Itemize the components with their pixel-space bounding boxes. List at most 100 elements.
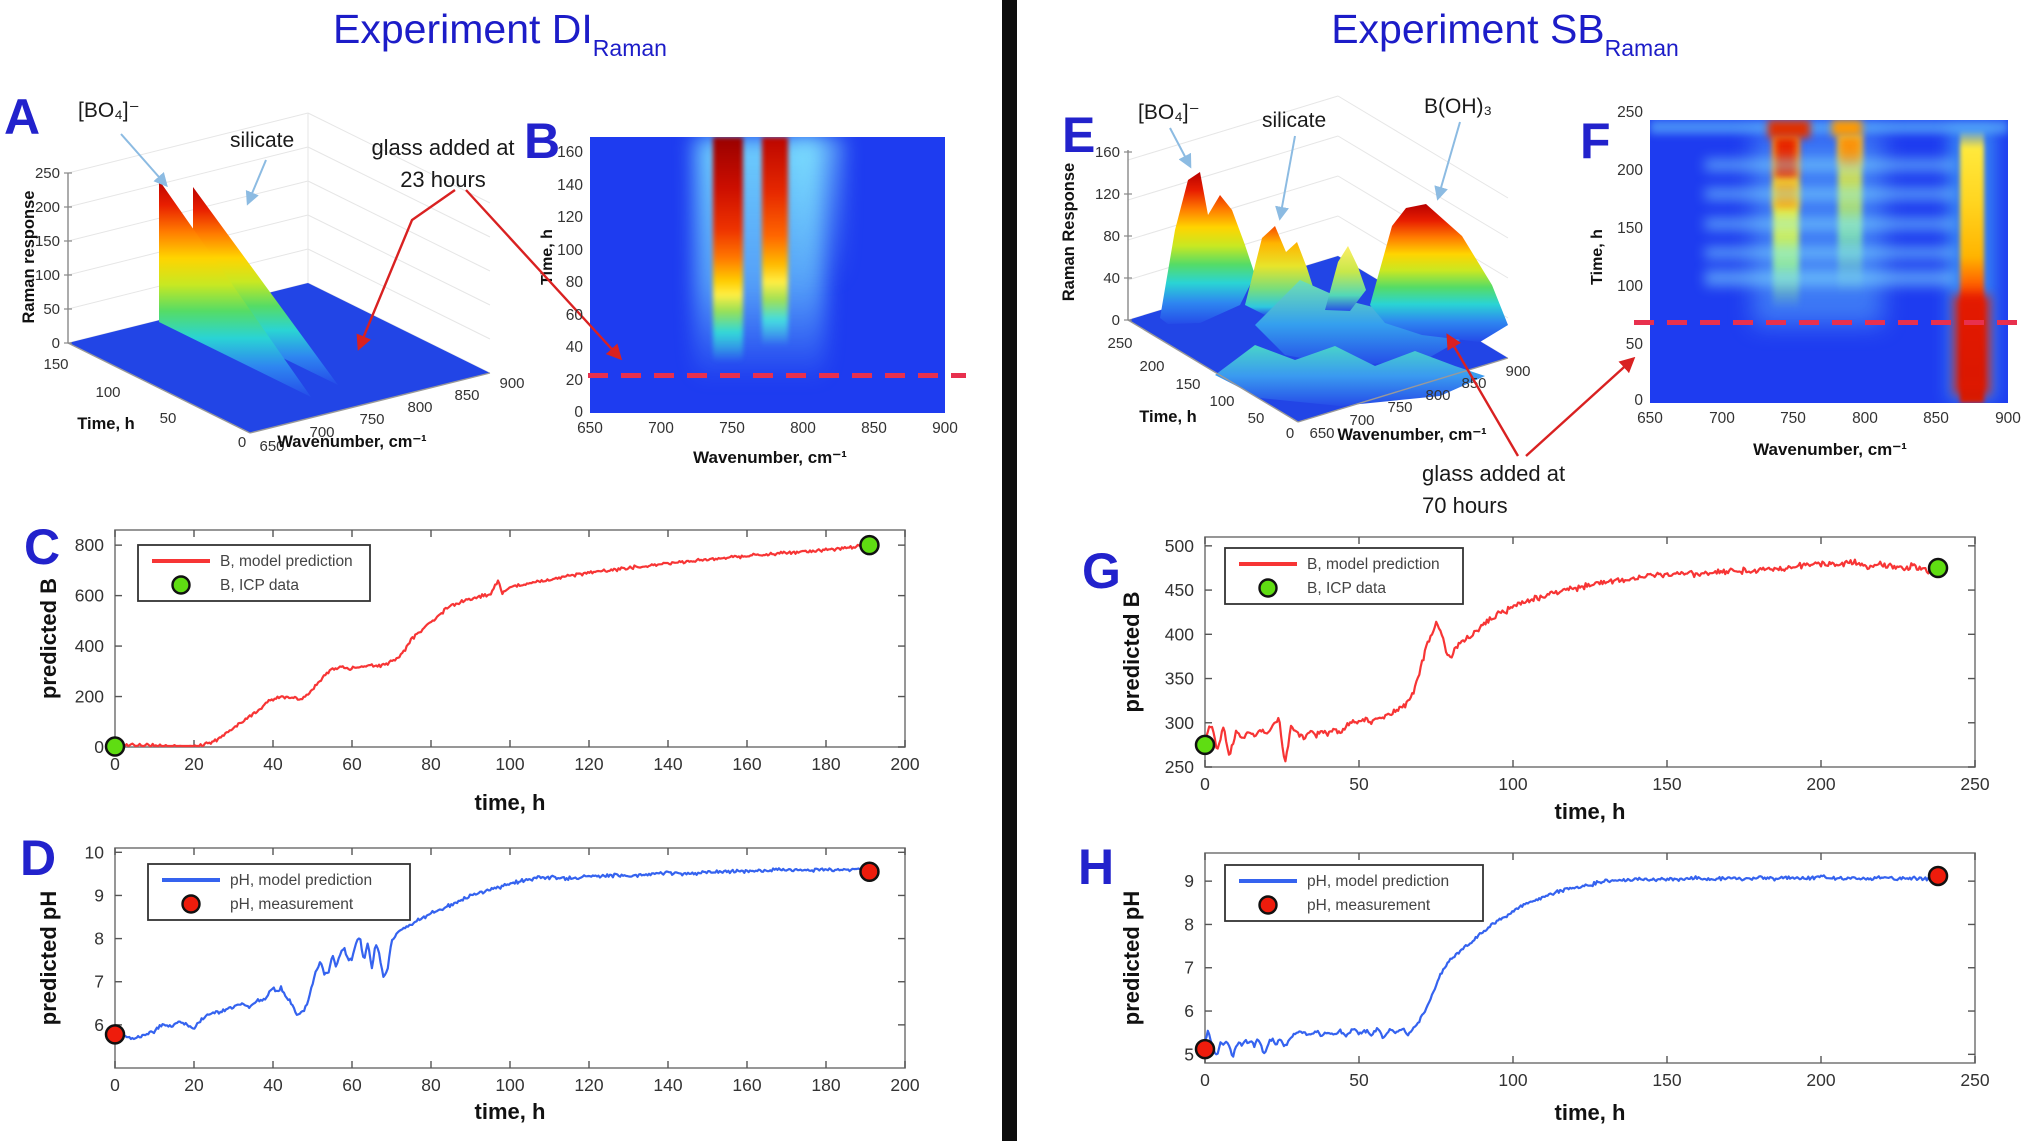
- x-tick-label: 100: [495, 754, 524, 774]
- wall-grid-line: [67, 146, 309, 208]
- x-tick-label: 100: [1498, 774, 1527, 794]
- measurement-marker: [1194, 734, 1216, 756]
- model-prediction-line: [1204, 558, 1939, 763]
- y-tick-label: 600: [75, 586, 104, 606]
- wavenumber-tick-label: 650: [1309, 425, 1334, 442]
- x-tick-label: 250: [1960, 1070, 1989, 1090]
- panel-G-line-chart: 0 50 100 150 200 250 250 300 350 400 450 500 time, h…: [1075, 520, 2024, 830]
- legend-label-model: pH, model prediction: [230, 872, 372, 889]
- time-axis-line: [1127, 319, 1299, 423]
- measurement-marker: [859, 861, 880, 882]
- panel-B-heatmap: [590, 137, 945, 413]
- x-tick-label: 60: [342, 1075, 362, 1095]
- silicate-arrow: [1275, 135, 1296, 221]
- panel-B-y-tick-label: 120: [557, 209, 583, 226]
- y-tick-label: 8: [94, 929, 104, 949]
- x-tick-label: 20: [184, 754, 204, 774]
- x-tick-label: 140: [653, 1075, 682, 1095]
- boh3-ridge: [1370, 204, 1508, 342]
- bo4-arrow: [120, 133, 168, 188]
- cyan-time-band: [1705, 218, 1955, 230]
- y-tick-label: 7: [94, 972, 104, 992]
- time-tick-label: 100: [1209, 393, 1234, 410]
- x-tick-label: 80: [421, 1075, 441, 1095]
- panel-B-x-tick-label: 750: [719, 420, 745, 437]
- z-tick-label: 40: [1103, 270, 1120, 287]
- y-axis-label: predicted pH: [1119, 891, 1144, 1025]
- time-tick-label: 50: [1248, 410, 1265, 427]
- measurement-marker: [859, 534, 880, 556]
- cyan-time-band: [1705, 270, 1955, 286]
- time-tick-label: 0: [1286, 425, 1294, 442]
- x-tick-label: 40: [263, 1075, 283, 1095]
- legend-label-data: pH, measurement: [1307, 897, 1431, 914]
- boh3-red-core: [1954, 295, 1990, 395]
- panel-F-wavenumber-axis-label: Wavenumber, cm⁻¹: [1753, 440, 1907, 459]
- glass-left-line2: 23 hours: [400, 166, 486, 192]
- z-tick-label: 250: [35, 165, 60, 182]
- wavenumber-tick-label: 900: [1505, 363, 1530, 380]
- panel-F-x-tick-label: 700: [1709, 410, 1735, 427]
- wavenumber-tick-label: 750: [1387, 399, 1412, 416]
- panel-D-line-chart: 0 20 40 60 80 100 120 140 160 180 200 6 7 8 9 10 time, h…: [20, 828, 980, 1141]
- panel-F-x-tick-label: 800: [1852, 410, 1878, 427]
- panel-F-heatmap: [1650, 120, 2008, 403]
- legend-label-model: B, model prediction: [220, 553, 353, 570]
- x-tick-label: 100: [1498, 1070, 1527, 1090]
- left-title: Experiment DIRaman: [120, 6, 880, 62]
- panel-A-3d-surface-plot: 250 200 150 100 50 0 150 100 50 0 650 700 750 800 850 9…: [20, 112, 525, 455]
- panel-F-dashed-line-70h: [1634, 320, 2018, 325]
- wavenumber-tick-label: 650: [259, 438, 284, 455]
- silicate-top-blob: [1839, 136, 1861, 166]
- y-tick-label: 7: [1184, 958, 1194, 978]
- panel-G-chart-svg: 0 50 100 150 200 250 250 300 350 400 450 500 time, h…: [1119, 536, 1990, 824]
- wavenumber-axis-line: [249, 372, 491, 434]
- legend-label-model: B, model prediction: [1307, 556, 1440, 573]
- x-tick-label: 160: [732, 1075, 761, 1095]
- top-edge-strip: [1650, 120, 2008, 134]
- time-tick-label: 250: [1107, 335, 1132, 352]
- model-prediction-line: [114, 543, 871, 748]
- glass-added-annotation-right: glass added at 70 hours: [1422, 458, 1672, 522]
- wavenumber-axis-label: Wavenumber, cm⁻¹: [1337, 426, 1486, 444]
- x-tick-label: 20: [184, 1075, 204, 1095]
- bo4-arrow: [1169, 127, 1192, 169]
- panel-F-y-tick-label: 150: [1617, 220, 1643, 237]
- panel-F-y-tick-label: 0: [1634, 392, 1643, 409]
- panel-B-x-tick-label: 900: [932, 420, 958, 437]
- y-tick-label: 6: [94, 1015, 104, 1035]
- wall-grid-line: [1127, 95, 1339, 161]
- panel-F-x-tick-label: 900: [1995, 410, 2021, 427]
- x-tick-label: 150: [1652, 774, 1681, 794]
- time-axis-label: Time, h: [1139, 408, 1196, 426]
- measurement-marker: [1194, 1038, 1216, 1060]
- panel-C-letter: C: [24, 519, 61, 575]
- wall-grid-line: [1337, 135, 1509, 239]
- x-tick-label: 180: [811, 754, 840, 774]
- z-tick-label: 150: [35, 233, 60, 250]
- x-axis-label: time, h: [1555, 1100, 1626, 1125]
- wavenumber-tick-label: 850: [454, 387, 479, 404]
- wall-grid-line: [307, 112, 491, 204]
- x-tick-label: 150: [1652, 1070, 1681, 1090]
- panel-F-x-tick-label: 650: [1637, 410, 1663, 427]
- legend-label-data: B, ICP data: [1307, 580, 1386, 597]
- time-tick-label: 100: [95, 384, 120, 401]
- panel-B-x-tick-label: 850: [861, 420, 887, 437]
- y-tick-label: 800: [75, 535, 104, 555]
- time-tick-label: 150: [1175, 376, 1200, 393]
- panel-D-chart-svg: 0 20 40 60 80 100 120 140 160 180 200 6 7 8 9 10 time, h…: [36, 842, 920, 1124]
- z-tick-label: 200: [35, 199, 60, 216]
- panel-F-y-tick-label: 200: [1617, 162, 1643, 179]
- measurement-marker: [104, 1024, 126, 1045]
- wall-grid-line: [307, 214, 491, 306]
- z-tick-label: 50: [43, 301, 60, 318]
- x-tick-label: 200: [890, 754, 919, 774]
- panel-B-wavenumber-axis-label: Wavenumber, cm⁻¹: [693, 448, 847, 467]
- wall-grid-line: [67, 180, 309, 242]
- y-tick-label: 9: [94, 885, 104, 905]
- panel-F-y-tick-label: 250: [1617, 104, 1643, 121]
- wall-grid-line: [1127, 135, 1339, 201]
- panel-C-line-chart: 0 20 40 60 80 100 120 140 160 180 200 0 200 400 600 800…: [20, 515, 980, 825]
- bo4-label-left: [BO₄]⁻: [78, 99, 140, 122]
